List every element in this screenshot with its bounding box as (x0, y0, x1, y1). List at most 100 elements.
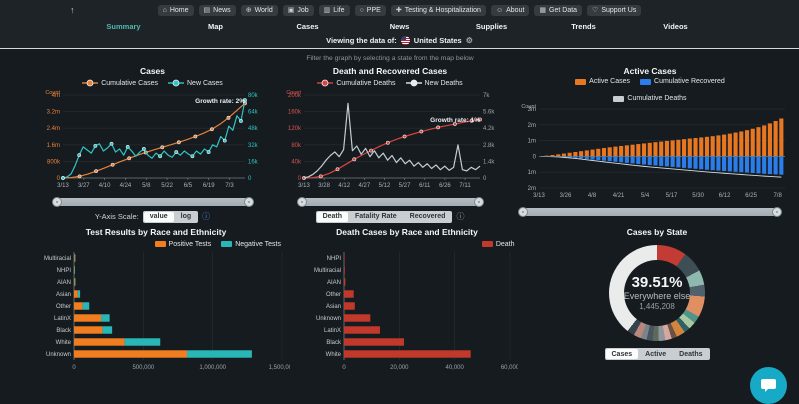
svg-text:80k: 80k (248, 93, 259, 99)
svg-text:5/4: 5/4 (641, 193, 650, 199)
active-legend: Active Cases Cumulative Recovered Cumulati… (545, 78, 755, 102)
tab-supplies[interactable]: Supplies (446, 22, 538, 31)
svg-text:0: 0 (483, 176, 487, 182)
nav-button-life[interactable]: ▥Life (319, 5, 350, 16)
legend-item-new-deaths[interactable]: New Deaths (406, 79, 463, 87)
deaths-chart-panel: Filter the graph by selecting a state fr… (275, 53, 505, 224)
legend-marker-icon (406, 79, 422, 87)
svg-text:120k: 120k (288, 126, 302, 132)
legend-item-cumulative-recovered[interactable]: Cumulative Recovered (640, 78, 725, 85)
state-option-deaths[interactable]: Deaths (673, 349, 708, 359)
slider-handle-right[interactable] (772, 207, 782, 217)
nav-button-job[interactable]: ▣Job (283, 5, 314, 16)
state-option-active[interactable]: Active (639, 349, 672, 359)
donut-label: Everywhere else (624, 291, 691, 302)
legend-item-new-cases[interactable]: New Cases (168, 79, 223, 87)
legend-item-cumulative-deaths[interactable]: Cumulative Deaths (613, 95, 686, 102)
nav-button-get-data[interactable]: ▦Get Data (534, 5, 582, 16)
top-nav: ⌂Home ▤News ⊕World ▣Job ▥Life ○PPE ✚Testing & … (0, 3, 799, 18)
svg-text:5/8: 5/8 (142, 183, 151, 189)
tab-videos[interactable]: Videos (630, 22, 722, 31)
svg-text:7/11: 7/11 (459, 183, 471, 189)
cases-date-range-slider[interactable] (53, 198, 253, 206)
death-option-death[interactable]: Death (317, 212, 348, 222)
tab-summary[interactable]: Summary (78, 22, 170, 31)
nav-button-home[interactable]: ⌂Home (158, 5, 194, 16)
slider-handle-left[interactable] (518, 207, 528, 217)
legend-marker-icon (82, 79, 98, 87)
svg-text:LatinX: LatinX (324, 328, 341, 334)
svg-text:AIAN: AIAN (57, 280, 71, 286)
legend-label: New Cases (187, 80, 223, 87)
scale-option-log[interactable]: log (175, 212, 198, 222)
deaths-date-range-slider[interactable] (298, 198, 483, 206)
legend-label: Positive Tests (169, 241, 212, 248)
death-race-legend: Death (300, 239, 515, 249)
nav-button-label: Support Us (601, 7, 636, 14)
legend-marker-icon (317, 79, 333, 87)
svg-text:40,000: 40,000 (445, 365, 464, 371)
active-chart-title: Active Cases (624, 65, 677, 77)
svg-text:5.6k: 5.6k (483, 110, 495, 116)
cases-by-state-panel: Cases by State 39.51% Everywhere else 1,… (522, 226, 792, 377)
svg-text:Growth rate: 2%: Growth rate: 2% (195, 98, 245, 105)
gear-icon[interactable]: ⚙ (466, 36, 473, 45)
svg-text:0: 0 (248, 176, 252, 182)
chat-widget-button[interactable] (750, 367, 787, 404)
nav-button-ppe[interactable]: ○PPE (355, 5, 386, 16)
nav-button-about[interactable]: ☺About (491, 5, 529, 16)
legend-item-active-cases[interactable]: Active Cases (575, 78, 630, 85)
svg-text:3/13: 3/13 (57, 183, 69, 189)
svg-text:2m: 2m (528, 186, 536, 192)
nav-button-label: PPE (367, 7, 381, 14)
slider-handle-right[interactable] (244, 197, 254, 207)
get-data-icon: ▦ (539, 7, 546, 14)
svg-text:3/27: 3/27 (77, 183, 89, 189)
svg-text:64k: 64k (248, 110, 259, 116)
svg-text:White: White (56, 340, 72, 346)
svg-text:4.2k: 4.2k (483, 126, 495, 132)
svg-text:AIAN: AIAN (327, 280, 341, 286)
death-option-fatality-rate[interactable]: Fatality Rate (349, 212, 403, 222)
svg-text:5/30: 5/30 (692, 193, 704, 199)
y-axis-scale-label: Y-Axis Scale: (95, 212, 139, 221)
viewing-country[interactable]: United States (414, 36, 462, 45)
tab-trends[interactable]: Trends (538, 22, 630, 31)
scale-option-value[interactable]: value (144, 212, 174, 222)
legend-item-negative-tests[interactable]: Negative Tests (221, 241, 281, 248)
legend-item-cumulative-cases[interactable]: Cumulative Cases (82, 79, 158, 87)
legend-item-positive-tests[interactable]: Positive Tests (155, 241, 212, 248)
info-icon[interactable]: ⓘ (456, 213, 464, 221)
nav-button-news[interactable]: ▤News (199, 5, 236, 16)
scroll-top-icon[interactable]: ↑ (70, 5, 75, 15)
tab-cases[interactable]: Cases (262, 22, 354, 31)
nav-button-label: Testing & Hospitalization (405, 7, 481, 14)
svg-text:3/28: 3/28 (318, 183, 330, 189)
home-icon: ⌂ (163, 7, 167, 14)
slider-handle-left[interactable] (297, 197, 307, 207)
cases-by-state-donut: 39.51% Everywhere else 1,445,208 (609, 245, 705, 341)
svg-text:32k: 32k (248, 143, 259, 149)
nav-button-world[interactable]: ⊕World (241, 5, 278, 16)
nav-button-testing-hospitalization[interactable]: ✚Testing & Hospitalization (391, 5, 486, 16)
svg-text:0: 0 (56, 176, 60, 182)
svg-text:5/22: 5/22 (161, 183, 173, 189)
slider-handle-left[interactable] (52, 197, 62, 207)
legend-item-death[interactable]: Death (482, 241, 515, 248)
tab-map[interactable]: Map (170, 22, 262, 31)
test-race-panel: Test Results by Race and Ethnicity Posit… (20, 226, 292, 377)
state-option-cases[interactable]: Cases (606, 349, 639, 359)
death-option-recovered[interactable]: Recovered (404, 212, 452, 222)
slider-handle-right[interactable] (474, 197, 484, 207)
svg-text:160k: 160k (288, 110, 302, 116)
tab-news[interactable]: News (354, 22, 446, 31)
svg-text:3/26: 3/26 (560, 193, 572, 199)
legend-item-cumulative-deaths[interactable]: Cumulative Deaths (317, 79, 395, 87)
info-icon[interactable]: ⓘ (202, 213, 210, 221)
nav-button-support-us[interactable]: ♡Support Us (587, 5, 641, 16)
active-date-range-slider[interactable] (519, 208, 781, 216)
